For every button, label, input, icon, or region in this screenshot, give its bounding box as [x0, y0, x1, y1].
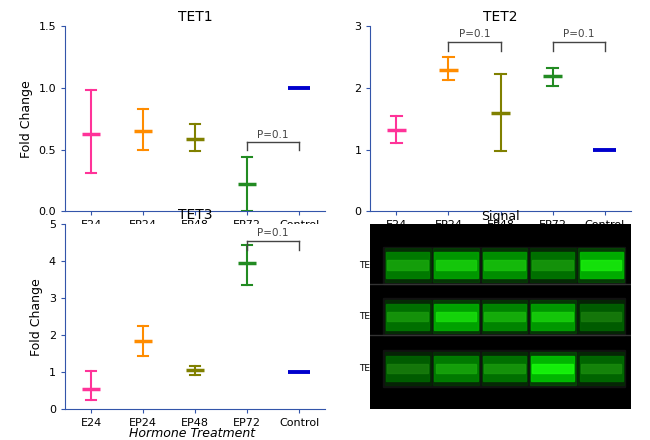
Bar [580, 356, 623, 381]
Bar [433, 249, 479, 282]
Bar [580, 304, 623, 330]
Bar [484, 312, 525, 321]
Bar [530, 352, 576, 385]
Bar [384, 246, 625, 283]
Bar [580, 252, 623, 278]
Text: E24: E24 [400, 398, 415, 407]
Text: P=0.1: P=0.1 [459, 29, 490, 39]
Text: Control: Control [587, 398, 615, 407]
Bar [386, 252, 429, 278]
Bar [483, 252, 526, 278]
Bar [530, 249, 576, 282]
Bar [581, 260, 621, 270]
Bar [532, 312, 573, 321]
Bar [385, 249, 430, 282]
Bar [386, 356, 429, 381]
Text: TET3: TET3 [359, 364, 381, 373]
Bar [434, 304, 478, 330]
Bar [433, 352, 479, 385]
Bar [384, 350, 625, 387]
Bar [578, 352, 624, 385]
Y-axis label: Fold Change: Fold Change [31, 278, 44, 356]
Text: EP24: EP24 [447, 398, 465, 407]
Bar [385, 300, 430, 334]
Bar [434, 252, 478, 278]
Bar [386, 304, 429, 330]
Bar [578, 300, 624, 334]
Text: P=0.1: P=0.1 [257, 130, 289, 140]
Bar [385, 352, 430, 385]
Text: EP48: EP48 [495, 398, 514, 407]
Bar [482, 352, 527, 385]
Bar [482, 300, 527, 334]
Bar [532, 364, 573, 373]
Text: P=0.1: P=0.1 [257, 228, 289, 238]
Bar [581, 312, 621, 321]
Text: Hormone Treatment: Hormone Treatment [129, 427, 255, 440]
Text: EP72: EP72 [543, 398, 562, 407]
Bar [433, 300, 479, 334]
Bar [484, 364, 525, 373]
Bar [532, 260, 573, 270]
Y-axis label: Fold Change: Fold Change [20, 80, 32, 158]
Title: TET3: TET3 [177, 208, 213, 222]
Text: TET1: TET1 [359, 260, 381, 270]
Title: Signal: Signal [481, 210, 520, 223]
Bar [436, 312, 476, 321]
Bar [436, 364, 476, 373]
Title: TET1: TET1 [177, 10, 213, 24]
Bar [387, 260, 428, 270]
Bar [387, 312, 428, 321]
Bar [581, 364, 621, 373]
Bar [531, 356, 575, 381]
Bar [483, 304, 526, 330]
Title: TET2: TET2 [483, 10, 518, 24]
Bar [387, 364, 428, 373]
Bar [484, 260, 525, 270]
Bar [384, 298, 625, 335]
Bar [436, 260, 476, 270]
Text: TET2: TET2 [359, 312, 381, 321]
Bar [531, 252, 575, 278]
Bar [530, 300, 576, 334]
Bar [531, 304, 575, 330]
Text: P=0.1: P=0.1 [563, 29, 594, 39]
Bar [578, 249, 624, 282]
Bar [482, 249, 527, 282]
Bar [434, 356, 478, 381]
Bar [483, 356, 526, 381]
